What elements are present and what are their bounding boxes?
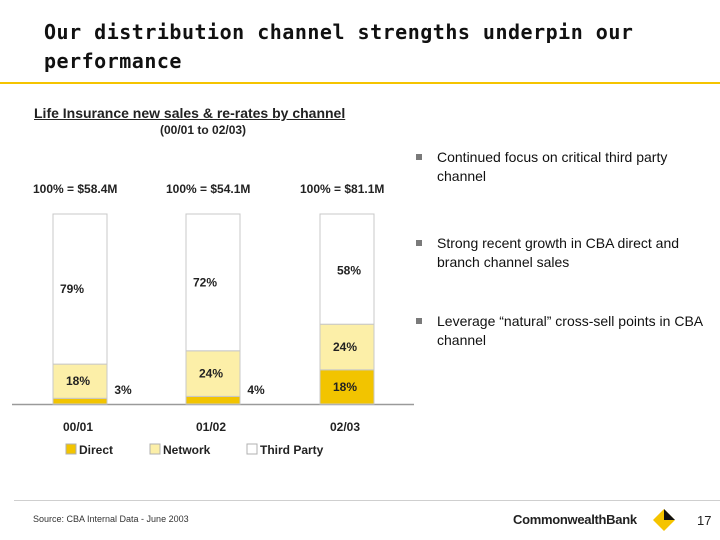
legend-swatch	[149, 443, 161, 455]
x-tick-label: 01/02	[196, 420, 226, 434]
bullet-text: Strong recent growth in CBA direct and b…	[437, 235, 680, 270]
chart-title: Life Insurance new sales & re-rates by c…	[34, 105, 346, 121]
bullet-item: Continued focus on critical third party …	[414, 148, 704, 186]
x-tick-label: 02/03	[330, 420, 360, 434]
title-divider	[0, 82, 720, 84]
bar-segment-direct-0	[52, 397, 108, 405]
data-label: 18%	[333, 380, 357, 394]
total-label-0102: 100% = $54.1M	[166, 182, 251, 196]
bar-segment-network-0	[52, 363, 108, 399]
bullet-item: Leverage “natural” cross-sell points in …	[414, 312, 704, 350]
legend-swatch	[65, 443, 77, 455]
data-label: 24%	[333, 340, 357, 354]
stacked-bar-chart: 3% 18% 79% 00/01 4% 24% 72% 01/02 18% 24% 58% 02/03…	[12, 213, 414, 457]
data-label: 72%	[193, 275, 217, 289]
bar-segment-network-2	[319, 323, 375, 371]
bullet-text: Continued focus on critical third party …	[437, 149, 668, 184]
data-label: 24%	[199, 367, 223, 381]
legend-label: Third Party	[260, 443, 324, 457]
source-note: Source: CBA Internal Data - June 2003	[33, 514, 189, 524]
brand-wordmark: CommonwealthBank	[513, 512, 637, 527]
bar-segment-third-party-0	[52, 213, 108, 365]
data-label: 4%	[247, 383, 265, 397]
bar-segment-direct-1	[185, 395, 241, 405]
bar-segment-third-party-1	[185, 213, 241, 352]
legend-swatch	[246, 443, 258, 455]
data-label: 3%	[114, 383, 132, 397]
bar-segment-third-party-2	[319, 213, 375, 325]
commonwealth-diamond-logo-icon	[653, 509, 675, 531]
legend-label: Direct	[79, 443, 113, 457]
square-bullet-icon	[416, 154, 422, 160]
data-label: 58%	[337, 264, 361, 278]
chart-subtitle: (00/01 to 02/03)	[160, 123, 247, 137]
page-number: 17	[697, 513, 712, 528]
legend-label: Network	[163, 443, 211, 457]
data-label: 18%	[66, 374, 90, 388]
total-label-0203: 100% = $81.1M	[300, 182, 385, 196]
square-bullet-icon	[416, 240, 422, 246]
data-label: 79%	[60, 282, 84, 296]
footer-divider	[14, 500, 720, 501]
bullet-text: Leverage “natural” cross-sell points in …	[437, 313, 703, 348]
x-tick-label: 00/01	[63, 420, 93, 434]
slide-title: Our distribution channel strengths under…	[44, 20, 634, 73]
bullet-item: Strong recent growth in CBA direct and b…	[414, 234, 704, 272]
square-bullet-icon	[416, 318, 422, 324]
total-label-0001: 100% = $58.4M	[33, 182, 118, 196]
bar-segment-direct-2	[319, 369, 375, 405]
